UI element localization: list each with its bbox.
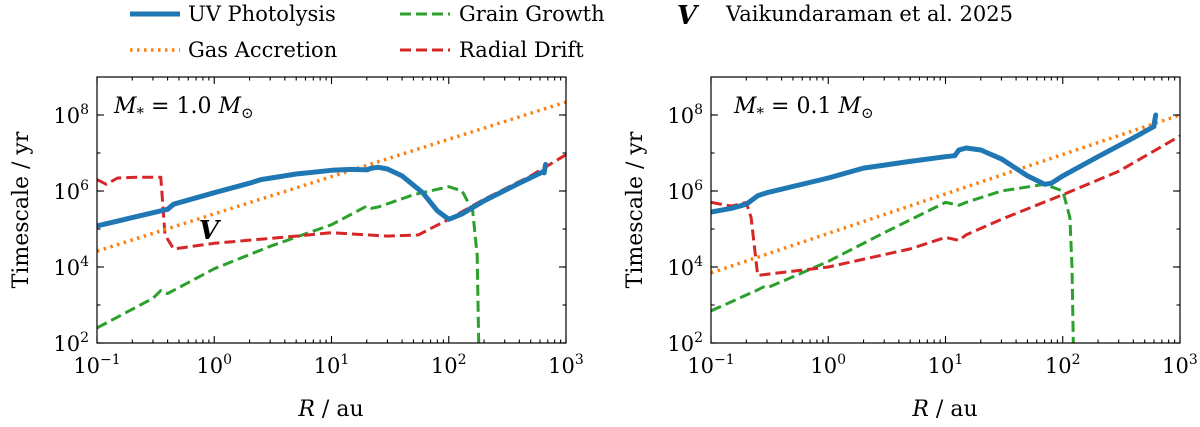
panel-left-y-tick-label: 108: [53, 102, 89, 128]
panel-left-ylabel: Timescale / yr: [9, 131, 34, 288]
panel-left-marker-vaikundaraman-et-al-2025: V: [199, 216, 222, 246]
legend-label-vaikundaraman: Vaikundaraman et al. 2025: [725, 2, 1013, 26]
panel-left-line-uv-photolysis: [97, 161, 549, 229]
panel-right-y-tick-label: 102: [667, 330, 703, 356]
panel-left-y-tick-label: 106: [53, 178, 89, 204]
panel-left-annotation: M* = 1.0 M⊙: [113, 94, 254, 122]
legend-marker-vaikundaraman: V: [677, 1, 700, 31]
panel-left-x-tick-label: 101: [314, 352, 350, 378]
panel-right-line-grain-growth: [711, 182, 1075, 343]
panel-left-x-tick-label: 102: [431, 352, 467, 378]
panel-right-ticks: 10−1 100 101 102 103 102 104 106 108: [667, 77, 1198, 378]
panel-left-x-tick-label: 103: [548, 352, 584, 378]
legend-label-uv-photolysis: UV Photolysis: [188, 2, 336, 26]
panel-left-ticks: 10−1 100 101 102 103 102 104 106 108: [53, 77, 584, 378]
panel-right-series: [711, 112, 1180, 343]
panel-right-x-tick-label: 103: [1162, 352, 1198, 378]
panel-right-x-tick-label: 101: [928, 352, 964, 378]
panel-right-ylabel: Timescale / yr: [623, 131, 648, 288]
panel-right-y-tick-label: 104: [667, 254, 703, 280]
panel-left-y-tick-label: 104: [53, 254, 89, 280]
panel-left-markers: V: [199, 216, 222, 246]
panel-left-line-grain-growth: [97, 185, 481, 343]
legend-label-gas-accretion: Gas Accretion: [188, 38, 337, 62]
panel-left-x-tick-label: 100: [196, 352, 232, 378]
panel-right-x-tick-label: 100: [810, 352, 846, 378]
panel-right-y-tick-label: 108: [667, 102, 703, 128]
panel-right: 10−1 100 101 102 103 102 104 106 108 M* = 0.1 M⊙…: [623, 76, 1198, 422]
panel-right-line-gas-accretion: [711, 113, 1180, 275]
panel-right-line-uv-photolysis: [711, 112, 1159, 215]
panel-left-series: [97, 100, 566, 343]
panel-left-x-tick-label: 10−1: [73, 352, 120, 378]
panel-left-y-tick-label: 102: [53, 330, 89, 356]
legend-label-radial-drift: Radial Drift: [459, 38, 584, 62]
panel-right-x-tick-label: 102: [1045, 352, 1081, 378]
panel-right-annotation: M* = 0.1 M⊙: [733, 94, 874, 122]
panel-right-xlabel: R / au: [911, 397, 977, 422]
panel-left-xlabel: R / au: [297, 397, 363, 422]
legend: UV Photolysis Grain Growth V Vaikundaram…: [130, 1, 1013, 62]
panel-left: V 10−1 100 101 102 103 102 104 106 108 M* = 1.0 …: [9, 76, 584, 422]
legend-label-grain-growth: Grain Growth: [459, 2, 605, 26]
panel-left-line-gas-accretion: [97, 100, 566, 253]
panel-right-x-tick-label: 10−1: [687, 352, 734, 378]
panel-right-y-tick-label: 106: [667, 178, 703, 204]
